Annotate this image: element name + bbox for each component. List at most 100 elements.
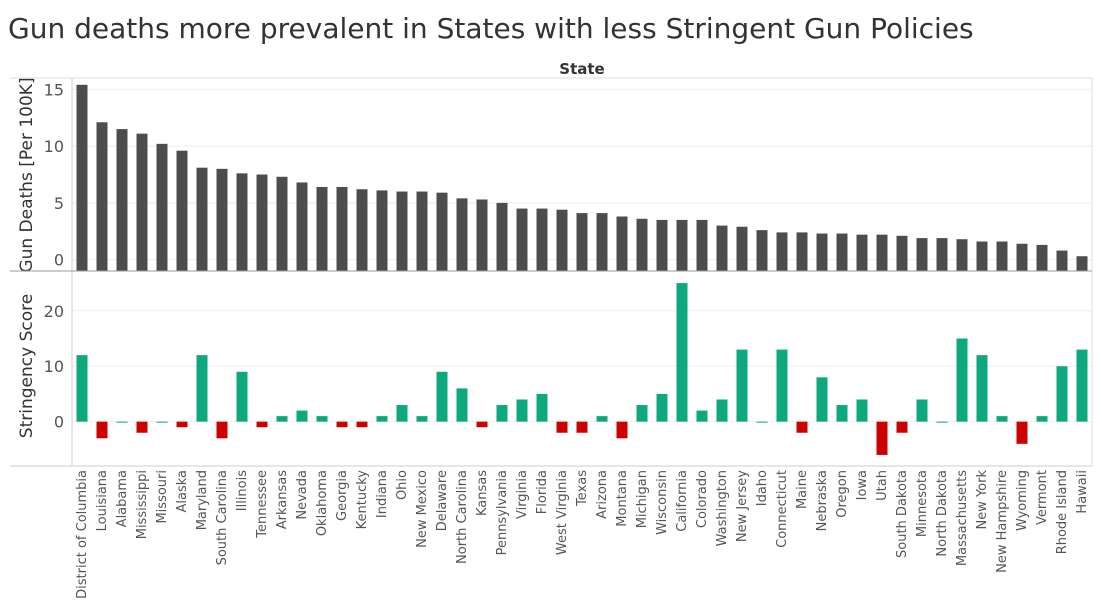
gun-deaths-bar-rhode-island bbox=[1056, 250, 1068, 271]
state-label-vermont: Vermont bbox=[1035, 470, 1050, 525]
gun-deaths-bar-idaho bbox=[756, 230, 768, 271]
stringency-bar-new-mexico bbox=[416, 416, 428, 422]
state-label-virginia: Virginia bbox=[515, 470, 530, 519]
gun-deaths-bar-oregon bbox=[836, 233, 848, 271]
state-label-georgia: Georgia bbox=[335, 470, 350, 521]
stringency-bar-west-virginia bbox=[556, 421, 568, 433]
stringency-bars bbox=[76, 283, 1088, 455]
stringency-bar-montana bbox=[616, 421, 628, 439]
stringency-bar-georgia bbox=[336, 421, 348, 428]
gun-deaths-bar-missouri bbox=[156, 143, 168, 271]
state-label-utah: Utah bbox=[875, 470, 890, 501]
state-label-north-dakota: North Dakota bbox=[935, 470, 950, 557]
gun-deaths-bar-minnesota bbox=[916, 238, 928, 271]
stringency-bar-maine bbox=[796, 421, 808, 433]
stringency-bar-alaska bbox=[176, 421, 188, 428]
state-label-wyoming: Wyoming bbox=[1015, 470, 1030, 531]
state-label-new-york: New York bbox=[975, 470, 990, 530]
state-label-louisiana: Louisiana bbox=[95, 470, 110, 531]
state-label-ohio: Ohio bbox=[395, 470, 410, 500]
chart-title: Gun deaths more prevalent in States with… bbox=[8, 12, 974, 45]
stringency-bar-wyoming bbox=[1016, 421, 1028, 444]
state-label-kansas: Kansas bbox=[475, 470, 490, 516]
state-label-arkansas: Arkansas bbox=[275, 470, 290, 529]
state-label-new-hampshire: New Hampshire bbox=[995, 470, 1010, 573]
stringency-bar-idaho bbox=[756, 421, 768, 423]
stringency-bar-louisiana bbox=[96, 421, 108, 439]
state-label-nebraska: Nebraska bbox=[815, 470, 830, 531]
stringency-bar-florida bbox=[536, 393, 548, 422]
gun-deaths-bar-north-carolina bbox=[456, 198, 468, 271]
state-label-washington: Washington bbox=[715, 470, 730, 546]
state-label-maryland: Maryland bbox=[195, 470, 210, 530]
gun-deaths-bar-delaware bbox=[436, 192, 448, 271]
gun-deaths-bar-maryland bbox=[196, 167, 208, 271]
state-label-florida: Florida bbox=[535, 470, 550, 514]
gun-deaths-bar-massachusetts bbox=[956, 239, 968, 271]
stringency-bar-mississippi bbox=[136, 421, 148, 433]
state-label-montana: Montana bbox=[615, 470, 630, 527]
bottom-y-tick-label: 10 bbox=[44, 357, 64, 376]
stringency-bar-illinois bbox=[236, 371, 248, 422]
gun-deaths-bar-utah bbox=[876, 234, 888, 271]
stringency-bar-nevada bbox=[296, 410, 308, 422]
state-label-kentucky: Kentucky bbox=[355, 470, 370, 530]
gun-deaths-bar-georgia bbox=[336, 186, 348, 271]
state-label-california: California bbox=[675, 470, 690, 532]
stringency-bar-new-hampshire bbox=[996, 416, 1008, 422]
state-label-south-carolina: South Carolina bbox=[215, 470, 230, 565]
state-label-new-jersey: New Jersey bbox=[735, 470, 750, 542]
state-label-oregon: Oregon bbox=[835, 470, 850, 518]
stringency-bar-south-dakota bbox=[896, 421, 908, 433]
gun-deaths-bar-ohio bbox=[396, 191, 408, 271]
state-label-connecticut: Connecticut bbox=[775, 470, 790, 548]
axes: 0 5 10 15 0 10 20 bbox=[10, 77, 1093, 467]
stringency-bar-maryland bbox=[196, 355, 208, 422]
top-y-tick-label: 0 bbox=[54, 251, 64, 270]
gun-deaths-bar-washington bbox=[716, 225, 728, 271]
gun-deaths-bar-tennessee bbox=[256, 174, 268, 271]
gun-deaths-bar-maine bbox=[796, 232, 808, 271]
gun-deaths-bar-new-jersey bbox=[736, 226, 748, 271]
stringency-bar-michigan bbox=[636, 405, 648, 422]
gun-deaths-bar-connecticut bbox=[776, 232, 788, 271]
stringency-bar-rhode-island bbox=[1056, 366, 1068, 422]
stringency-bar-missouri bbox=[156, 421, 168, 423]
state-label-pennsylvania: Pennsylvania bbox=[495, 470, 510, 555]
state-label-maine: Maine bbox=[795, 470, 810, 509]
gun-deaths-bar-district-of-columbia bbox=[76, 84, 88, 271]
gun-deaths-bar-nebraska bbox=[816, 233, 828, 271]
state-label-rhode-island: Rhode Island bbox=[1055, 470, 1070, 554]
stringency-bar-minnesota bbox=[916, 399, 928, 422]
stringency-bar-washington bbox=[716, 399, 728, 422]
stringency-bar-colorado bbox=[696, 410, 708, 422]
state-label-alaska: Alaska bbox=[175, 470, 190, 513]
gun-deaths-bar-montana bbox=[616, 216, 628, 271]
state-labels: District of Columbia Louisiana Alabama Miss… bbox=[75, 470, 1090, 599]
top-y-tick-label: 10 bbox=[44, 137, 64, 156]
gun-deaths-bar-texas bbox=[576, 213, 588, 271]
gun-deaths-bar-illinois bbox=[236, 173, 248, 271]
bottom-y-axis-label: Stringency Score bbox=[17, 294, 37, 438]
stringency-bar-nebraska bbox=[816, 377, 828, 422]
state-label-district-of-columbia: District of Columbia bbox=[75, 470, 90, 599]
gun-deaths-bar-louisiana bbox=[96, 122, 108, 271]
state-label-michigan: Michigan bbox=[635, 470, 650, 528]
stringency-bar-arkansas bbox=[276, 416, 288, 422]
gun-deaths-bar-oklahoma bbox=[316, 186, 328, 271]
state-label-illinois: Illinois bbox=[235, 470, 250, 511]
gun-deaths-bar-vermont bbox=[1036, 244, 1048, 271]
state-label-nevada: Nevada bbox=[295, 470, 310, 520]
stringency-bar-utah bbox=[876, 421, 888, 455]
stringency-bar-new-york bbox=[976, 355, 988, 422]
state-label-delaware: Delaware bbox=[435, 470, 450, 531]
gun-deaths-bar-indiana bbox=[376, 190, 388, 271]
gun-deaths-bar-new-york bbox=[976, 241, 988, 271]
stringency-bar-delaware bbox=[436, 371, 448, 422]
state-label-new-mexico: New Mexico bbox=[415, 470, 430, 548]
state-label-indiana: Indiana bbox=[375, 470, 390, 518]
stringency-bar-oregon bbox=[836, 405, 848, 422]
gun-deaths-bars bbox=[76, 84, 1088, 271]
top-y-tick-label: 5 bbox=[54, 194, 64, 213]
